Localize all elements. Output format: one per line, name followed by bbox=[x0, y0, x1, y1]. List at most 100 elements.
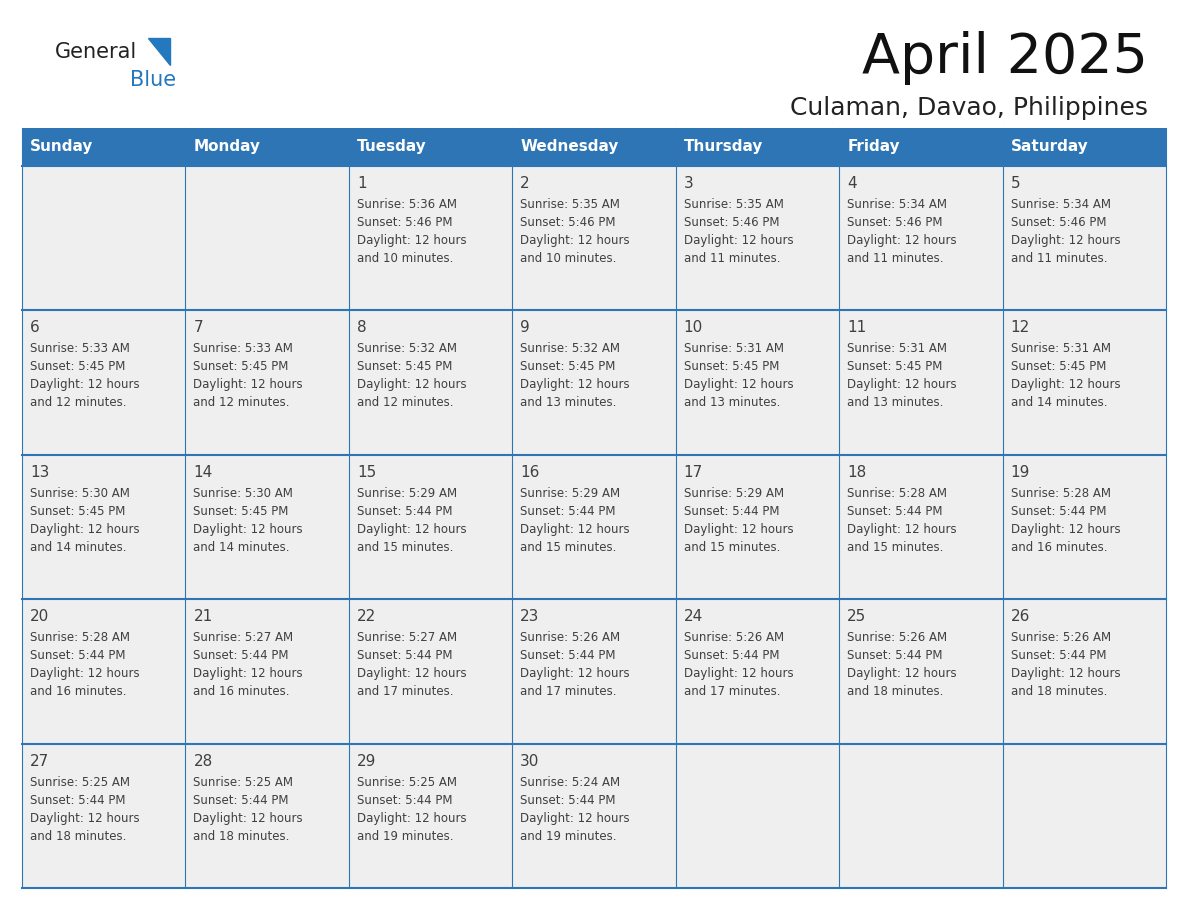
Text: Sunset: 5:45 PM: Sunset: 5:45 PM bbox=[194, 505, 289, 518]
Text: Monday: Monday bbox=[194, 140, 260, 154]
Text: and 11 minutes.: and 11 minutes. bbox=[1011, 252, 1107, 265]
Text: Sunset: 5:44 PM: Sunset: 5:44 PM bbox=[520, 649, 615, 662]
Text: Sunrise: 5:33 AM: Sunrise: 5:33 AM bbox=[30, 342, 129, 355]
Text: Sunset: 5:46 PM: Sunset: 5:46 PM bbox=[847, 216, 942, 229]
Text: Sunset: 5:44 PM: Sunset: 5:44 PM bbox=[847, 505, 942, 518]
Bar bbox=[512, 128, 676, 166]
Text: Sunrise: 5:28 AM: Sunrise: 5:28 AM bbox=[30, 632, 129, 644]
Bar bbox=[349, 599, 512, 744]
Text: Daylight: 12 hours: Daylight: 12 hours bbox=[847, 667, 956, 680]
Text: Sunset: 5:44 PM: Sunset: 5:44 PM bbox=[847, 649, 942, 662]
Text: Daylight: 12 hours: Daylight: 12 hours bbox=[30, 522, 140, 536]
Text: and 18 minutes.: and 18 minutes. bbox=[30, 830, 126, 843]
Bar bbox=[23, 454, 185, 599]
Text: 21: 21 bbox=[194, 610, 213, 624]
Text: General: General bbox=[55, 42, 138, 62]
Text: Sunrise: 5:29 AM: Sunrise: 5:29 AM bbox=[520, 487, 620, 499]
Text: Friday: Friday bbox=[847, 140, 901, 154]
Text: and 19 minutes.: and 19 minutes. bbox=[520, 830, 617, 843]
Bar bbox=[349, 310, 512, 454]
Text: Sunset: 5:45 PM: Sunset: 5:45 PM bbox=[356, 361, 453, 374]
Text: and 16 minutes.: and 16 minutes. bbox=[30, 685, 126, 699]
Text: Sunrise: 5:30 AM: Sunrise: 5:30 AM bbox=[194, 487, 293, 499]
Text: and 18 minutes.: and 18 minutes. bbox=[194, 830, 290, 843]
Text: Sunrise: 5:26 AM: Sunrise: 5:26 AM bbox=[684, 632, 784, 644]
Text: Daylight: 12 hours: Daylight: 12 hours bbox=[30, 378, 140, 391]
Text: April 2025: April 2025 bbox=[862, 31, 1148, 85]
Text: 30: 30 bbox=[520, 754, 539, 768]
Text: Sunset: 5:44 PM: Sunset: 5:44 PM bbox=[30, 649, 126, 662]
Text: Daylight: 12 hours: Daylight: 12 hours bbox=[684, 667, 794, 680]
Text: Sunset: 5:44 PM: Sunset: 5:44 PM bbox=[684, 505, 779, 518]
Text: Blue: Blue bbox=[129, 70, 176, 90]
Bar bbox=[349, 128, 512, 166]
Text: Daylight: 12 hours: Daylight: 12 hours bbox=[520, 812, 630, 824]
Text: Daylight: 12 hours: Daylight: 12 hours bbox=[356, 378, 467, 391]
Text: Sunrise: 5:30 AM: Sunrise: 5:30 AM bbox=[30, 487, 129, 499]
Text: Sunrise: 5:32 AM: Sunrise: 5:32 AM bbox=[356, 342, 457, 355]
Text: 19: 19 bbox=[1011, 465, 1030, 480]
Text: Daylight: 12 hours: Daylight: 12 hours bbox=[520, 522, 630, 536]
Text: and 14 minutes.: and 14 minutes. bbox=[1011, 397, 1107, 409]
Text: Sunset: 5:46 PM: Sunset: 5:46 PM bbox=[1011, 216, 1106, 229]
Bar bbox=[349, 454, 512, 599]
Text: 9: 9 bbox=[520, 320, 530, 335]
Text: and 17 minutes.: and 17 minutes. bbox=[520, 685, 617, 699]
Text: Daylight: 12 hours: Daylight: 12 hours bbox=[1011, 667, 1120, 680]
Text: Sunrise: 5:34 AM: Sunrise: 5:34 AM bbox=[1011, 198, 1111, 211]
Bar bbox=[185, 744, 349, 888]
Text: Sunrise: 5:25 AM: Sunrise: 5:25 AM bbox=[30, 776, 129, 789]
Text: 22: 22 bbox=[356, 610, 377, 624]
Text: Sunrise: 5:26 AM: Sunrise: 5:26 AM bbox=[520, 632, 620, 644]
Text: 24: 24 bbox=[684, 610, 703, 624]
Bar bbox=[23, 310, 185, 454]
Bar bbox=[185, 454, 349, 599]
Bar bbox=[349, 166, 512, 310]
Text: Daylight: 12 hours: Daylight: 12 hours bbox=[194, 522, 303, 536]
Bar bbox=[512, 744, 676, 888]
Text: 10: 10 bbox=[684, 320, 703, 335]
Text: and 15 minutes.: and 15 minutes. bbox=[847, 541, 943, 554]
Text: Sunset: 5:45 PM: Sunset: 5:45 PM bbox=[194, 361, 289, 374]
Text: Sunset: 5:46 PM: Sunset: 5:46 PM bbox=[684, 216, 779, 229]
Bar bbox=[185, 310, 349, 454]
Bar bbox=[676, 599, 839, 744]
Text: 15: 15 bbox=[356, 465, 377, 480]
Text: and 14 minutes.: and 14 minutes. bbox=[194, 541, 290, 554]
Text: Daylight: 12 hours: Daylight: 12 hours bbox=[684, 234, 794, 247]
Text: Sunset: 5:44 PM: Sunset: 5:44 PM bbox=[356, 505, 453, 518]
Text: 12: 12 bbox=[1011, 320, 1030, 335]
Text: and 15 minutes.: and 15 minutes. bbox=[520, 541, 617, 554]
Bar bbox=[512, 310, 676, 454]
Text: 5: 5 bbox=[1011, 176, 1020, 191]
Text: 17: 17 bbox=[684, 465, 703, 480]
Text: Sunset: 5:45 PM: Sunset: 5:45 PM bbox=[30, 505, 126, 518]
Text: Daylight: 12 hours: Daylight: 12 hours bbox=[847, 378, 956, 391]
Text: Daylight: 12 hours: Daylight: 12 hours bbox=[194, 378, 303, 391]
Text: Sunrise: 5:29 AM: Sunrise: 5:29 AM bbox=[356, 487, 457, 499]
Bar bbox=[23, 599, 185, 744]
Text: Thursday: Thursday bbox=[684, 140, 763, 154]
Text: Sunrise: 5:26 AM: Sunrise: 5:26 AM bbox=[1011, 632, 1111, 644]
Text: 13: 13 bbox=[30, 465, 50, 480]
Text: Sunset: 5:45 PM: Sunset: 5:45 PM bbox=[30, 361, 126, 374]
Text: Sunrise: 5:29 AM: Sunrise: 5:29 AM bbox=[684, 487, 784, 499]
Text: Daylight: 12 hours: Daylight: 12 hours bbox=[356, 522, 467, 536]
Bar bbox=[1003, 166, 1165, 310]
Text: and 13 minutes.: and 13 minutes. bbox=[520, 397, 617, 409]
Text: 11: 11 bbox=[847, 320, 866, 335]
Bar bbox=[1003, 128, 1165, 166]
Bar bbox=[839, 310, 1003, 454]
Bar bbox=[676, 128, 839, 166]
Text: Sunrise: 5:34 AM: Sunrise: 5:34 AM bbox=[847, 198, 947, 211]
Bar bbox=[1003, 599, 1165, 744]
Bar bbox=[512, 599, 676, 744]
Text: Sunrise: 5:25 AM: Sunrise: 5:25 AM bbox=[194, 776, 293, 789]
Text: Sunrise: 5:28 AM: Sunrise: 5:28 AM bbox=[847, 487, 947, 499]
Text: Daylight: 12 hours: Daylight: 12 hours bbox=[194, 812, 303, 824]
Text: Daylight: 12 hours: Daylight: 12 hours bbox=[356, 234, 467, 247]
Text: 6: 6 bbox=[30, 320, 39, 335]
Text: Sunrise: 5:31 AM: Sunrise: 5:31 AM bbox=[1011, 342, 1111, 355]
Text: Daylight: 12 hours: Daylight: 12 hours bbox=[520, 378, 630, 391]
Text: and 15 minutes.: and 15 minutes. bbox=[684, 541, 781, 554]
